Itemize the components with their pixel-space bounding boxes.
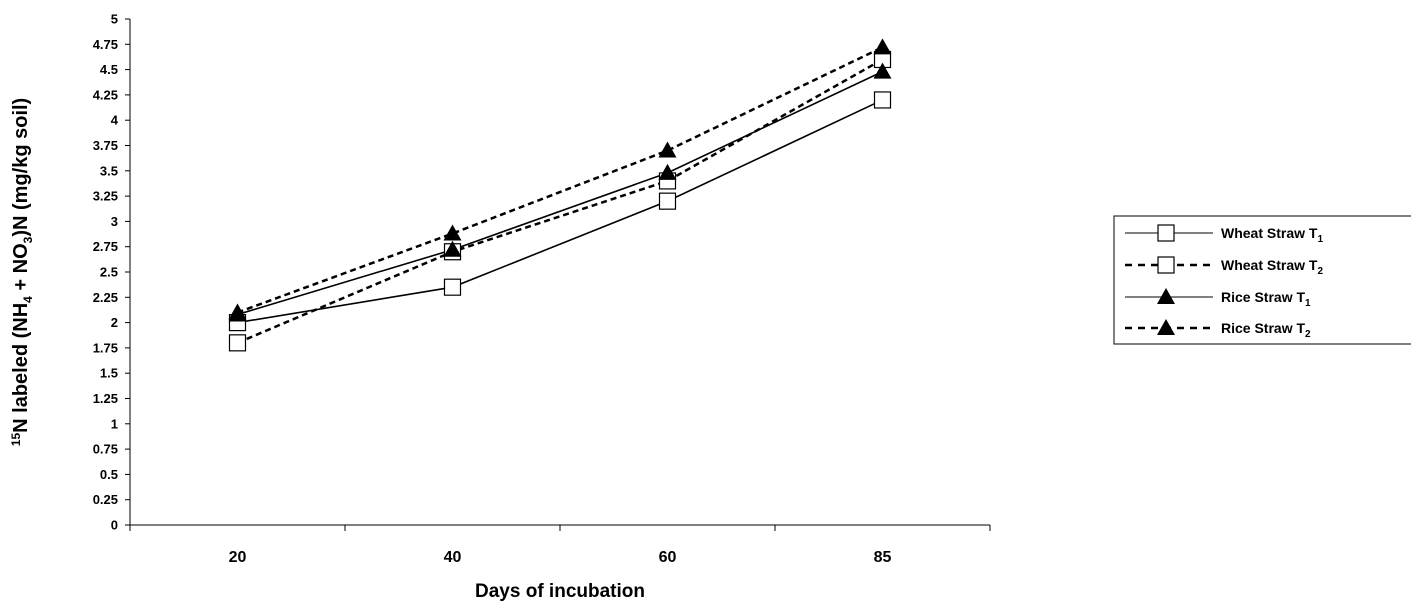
y-tick-label: 0.25	[93, 492, 118, 507]
y-tick-label: 0	[111, 518, 118, 533]
x-tick-label: 20	[229, 549, 247, 566]
y-tick-label: 1.75	[93, 340, 118, 355]
y-tick-label: 4.5	[100, 62, 118, 77]
series-1-point	[443, 278, 462, 296]
series-4-point	[443, 224, 462, 241]
y-tick-label: 1.25	[93, 391, 118, 406]
legend-marker-1	[1157, 224, 1175, 242]
y-tick-label: 1.5	[100, 366, 118, 381]
series-line-4	[237, 46, 884, 314]
series-line-2	[237, 58, 884, 344]
y-tick-label: 2.25	[93, 290, 118, 305]
y-axis-title-subscript-2: 3	[21, 236, 35, 243]
x-tick-label: 60	[659, 549, 677, 566]
y-tick-label: 3.75	[93, 138, 118, 153]
x-tick-label: 85	[874, 549, 892, 566]
y-tick-label: 4.25	[93, 87, 118, 102]
x-tick-label: 40	[444, 549, 462, 566]
axes	[125, 18, 991, 531]
series-markers	[228, 38, 892, 352]
y-axis-title-part-2: + NO	[10, 243, 32, 296]
y-tick-label: 0.75	[93, 442, 118, 457]
y-tick-label: 1	[111, 416, 118, 431]
legend-marker-2	[1157, 256, 1175, 274]
series-layer	[228, 38, 892, 352]
x-axis-title: Days of incubation	[475, 581, 645, 602]
y-axis-title-superscript: 15	[9, 433, 23, 447]
series-line-3	[237, 70, 883, 316]
y-tick-label: 3	[111, 214, 118, 229]
y-axis-title-part-1: N labeled (NH	[10, 303, 32, 433]
y-tick-label: 0.5	[100, 467, 118, 482]
y-tick-labels: 0 0.25 0.5 0.75 1 1.25 1.5 1.75 2 2.25 2.5 2.75 3 3.2…	[93, 12, 119, 533]
y-tick-label: 4.75	[93, 37, 118, 52]
series-4-point	[658, 141, 677, 158]
series-1-point	[658, 192, 677, 210]
y-tick-label: 3.25	[93, 189, 118, 204]
legend-label-4: Rice Straw T2	[1221, 320, 1311, 340]
y-tick-label: 5	[111, 12, 118, 27]
x-tick-labels: 20 40 60 85	[229, 549, 892, 566]
series-2-point	[228, 334, 247, 352]
legend-label-3: Rice Straw T1	[1221, 289, 1311, 309]
series-4-point	[873, 38, 892, 55]
y-axis-title-part-3: )N (mg/kg soil)	[10, 98, 32, 237]
y-axis-title-subscript-1: 4	[21, 296, 35, 303]
legend-marker-3	[1157, 288, 1175, 304]
series-3-point	[443, 240, 462, 257]
series-1-point	[873, 91, 892, 109]
legend-label-1: Wheat Straw T1	[1221, 225, 1323, 245]
y-tick-label: 3.5	[100, 163, 118, 178]
series-line-1	[237, 99, 883, 324]
series-4-point	[228, 303, 247, 320]
series-3-point	[873, 62, 892, 79]
legend-label-2: Wheat Straw T2	[1221, 257, 1323, 277]
legend: Wheat Straw T1 Wheat Straw T2 Rice Straw T…	[1113, 215, 1411, 345]
y-tick-label: 2.75	[93, 239, 118, 254]
y-tick-label: 2	[111, 315, 118, 330]
y-tick-label: 2.5	[100, 265, 118, 280]
y-tick-label: 4	[111, 113, 119, 128]
legend-marker-4	[1157, 319, 1175, 335]
y-axis-title: 15N labeled (NH4 + NO3)N (mg/kg soil)	[9, 98, 35, 446]
series-lines	[237, 46, 884, 344]
series-3-point	[658, 163, 677, 180]
